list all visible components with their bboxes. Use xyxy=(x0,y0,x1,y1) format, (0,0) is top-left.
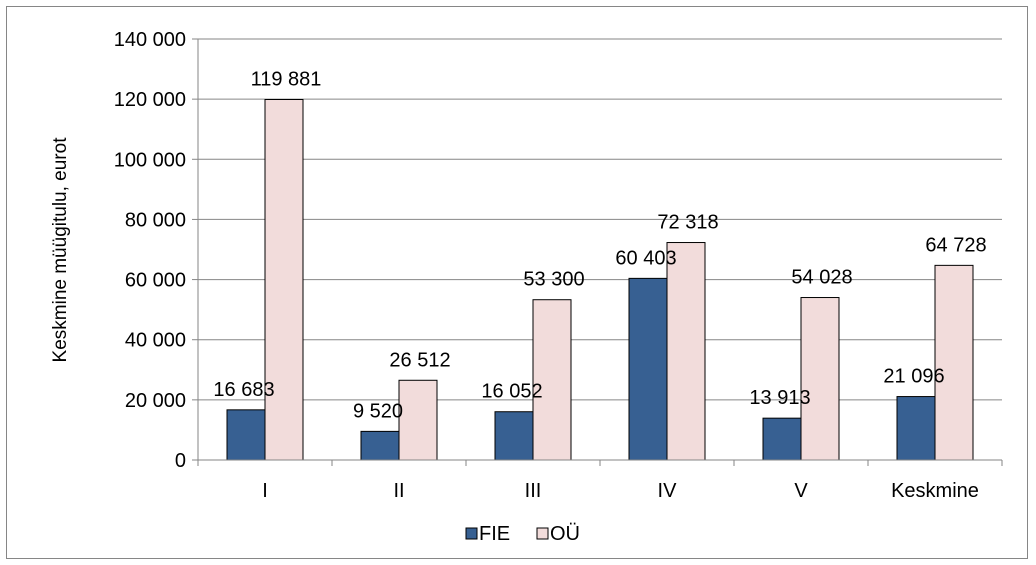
data-labels: 16 683 119 881 9 520 26 512 16 052 53 300 60 4… xyxy=(213,69,986,423)
data-label: 53 300 xyxy=(523,269,584,291)
y-tick-label: 140 000 xyxy=(114,29,186,51)
bar-ou xyxy=(398,379,438,461)
data-label: 119 881 xyxy=(251,69,322,91)
legend-swatch-fie xyxy=(465,527,478,540)
legend-swatch-ou xyxy=(536,527,549,540)
x-category-label: III xyxy=(525,480,542,502)
bar-ou xyxy=(800,297,840,461)
y-tick-label: 120 000 xyxy=(114,89,186,111)
bar-fie xyxy=(628,277,668,461)
x-category-label: IV xyxy=(658,480,678,502)
chart-frame xyxy=(6,6,1028,559)
y-tick-label: 20 000 xyxy=(125,390,186,412)
y-axis-title: Keskmine müügitulu, eurot xyxy=(50,137,71,363)
x-category-label: Keskmine xyxy=(891,480,979,502)
gridlines xyxy=(198,38,1002,401)
y-tick-label: 60 000 xyxy=(125,270,186,292)
x-axis-categories: I II III IV V Keskmine xyxy=(262,480,979,502)
data-label: 9 520 xyxy=(353,400,403,422)
x-category-label: V xyxy=(794,480,808,502)
bar-fie xyxy=(896,396,936,461)
y-tick-label: 80 000 xyxy=(125,209,186,231)
data-label: 16 052 xyxy=(481,381,542,403)
y-axis-ticks: 0 20 000 40 000 60 000 80 000 100 000 120 000 1… xyxy=(114,29,198,472)
bar-fie xyxy=(360,430,400,461)
y-tick-label: 100 000 xyxy=(114,149,186,171)
y-tick-label: 40 000 xyxy=(125,330,186,352)
legend: FIE OÜ xyxy=(465,523,580,545)
data-label: 72 318 xyxy=(657,212,718,234)
bar-ou xyxy=(934,264,974,461)
data-label: 64 728 xyxy=(925,234,986,256)
data-label: 60 403 xyxy=(615,247,676,269)
bar-ou xyxy=(532,299,572,461)
bar-ou xyxy=(264,99,304,461)
bar-fie xyxy=(494,411,534,461)
bars xyxy=(226,99,974,461)
legend-label-ou: OÜ xyxy=(550,523,580,545)
legend-label-fie: FIE xyxy=(479,523,510,545)
data-label: 21 096 xyxy=(883,366,944,388)
axes xyxy=(197,39,1003,466)
bar-fie xyxy=(226,409,266,461)
x-category-label: I xyxy=(262,480,268,502)
bar-fie xyxy=(762,417,802,461)
data-label: 13 913 xyxy=(749,387,810,409)
bar-ou xyxy=(666,242,706,461)
data-label: 26 512 xyxy=(389,349,450,371)
y-tick-label: 0 xyxy=(175,450,186,472)
data-label: 16 683 xyxy=(213,379,274,401)
data-label: 54 028 xyxy=(791,267,852,289)
x-category-label: II xyxy=(393,480,404,502)
